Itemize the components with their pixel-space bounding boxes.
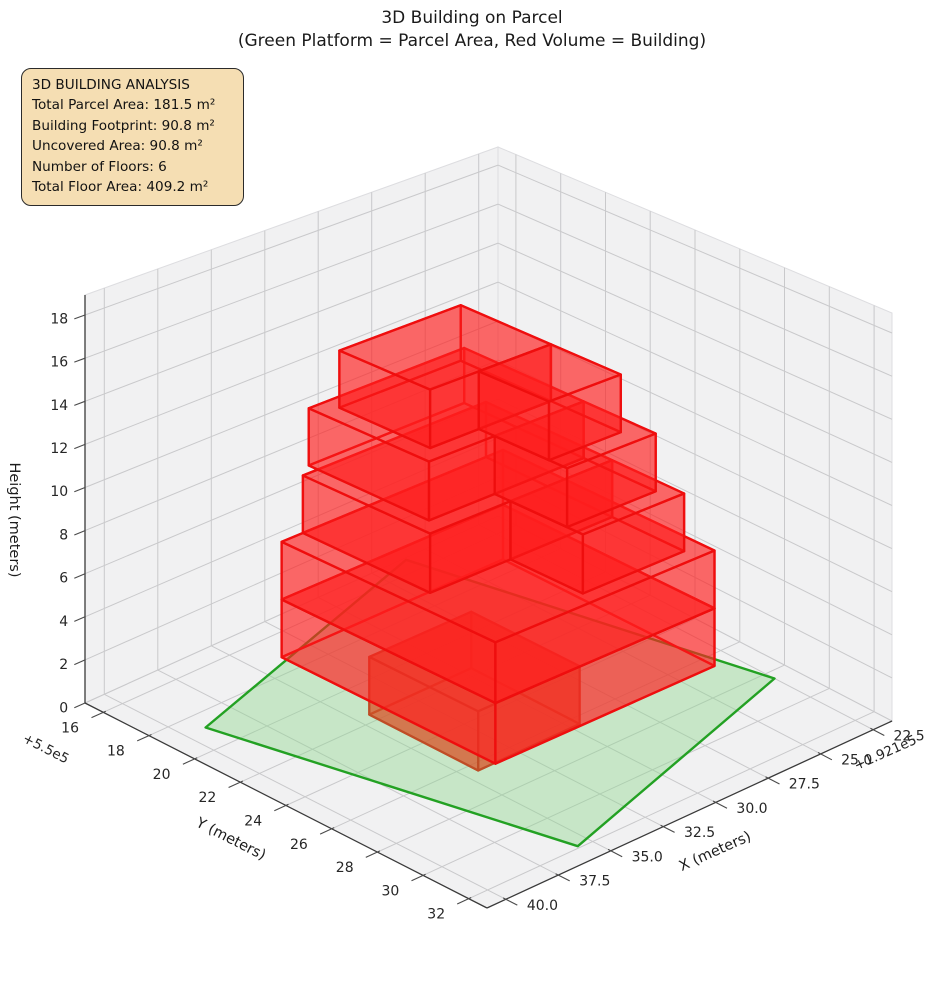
y-tick-label: 22 xyxy=(198,790,216,806)
x-tick-label: 32.5 xyxy=(684,825,715,841)
building-floor-box-f5 xyxy=(493,400,657,529)
x-tick-label: 22.5 xyxy=(894,728,925,744)
y-tick-label: 30 xyxy=(381,883,399,899)
x-tick-label: 30.0 xyxy=(736,801,767,817)
x-axis-line xyxy=(486,720,893,909)
tick-marks xyxy=(74,314,885,906)
box-face xyxy=(368,610,581,713)
building-floor-box-f6 xyxy=(477,343,622,462)
box-face xyxy=(338,304,553,391)
box-face xyxy=(477,343,622,403)
z-tick-label: 12 xyxy=(50,441,68,457)
building-floor-box-f3 xyxy=(280,448,716,705)
z-tick-label: 18 xyxy=(50,311,68,327)
z-tick-label: 10 xyxy=(50,484,68,500)
chart-title: 3D Building on Parcel xyxy=(381,8,563,28)
building-floor-box-f6 xyxy=(338,304,553,450)
x-tick-label: 25.0 xyxy=(841,753,872,769)
info-box-title: 3D BUILDING ANALYSIS xyxy=(32,77,190,93)
y-tick-label: 24 xyxy=(244,814,262,830)
y-tick-label: 26 xyxy=(290,837,308,853)
tick-labels: 40.037.535.032.530.027.525.022.516182022… xyxy=(50,311,924,922)
chart-subtitle: (Green Platform = Parcel Area, Red Volum… xyxy=(237,31,707,51)
z-tick-label: 8 xyxy=(59,527,68,543)
z-tick-label: 14 xyxy=(50,398,68,414)
z-tick-label: 2 xyxy=(59,657,68,673)
z-axis-label: Height (meters) xyxy=(6,462,22,577)
x-tick-label: 40.0 xyxy=(527,898,558,914)
box-face xyxy=(307,346,585,463)
box-face xyxy=(493,400,657,470)
z-tick-label: 16 xyxy=(50,355,68,371)
building-volume xyxy=(280,304,716,772)
y-tick-label: 18 xyxy=(107,744,125,760)
info-parcel-area: Total Parcel Area: 181.5 m² xyxy=(32,97,216,114)
y-tick-label: 28 xyxy=(336,860,354,876)
x-tick-label: 27.5 xyxy=(789,777,820,793)
building-floor-box-f4 xyxy=(509,459,686,595)
z-tick-label: 0 xyxy=(59,700,68,716)
info-building-footprint: Building Footprint: 90.8 m² xyxy=(32,117,215,134)
info-total-floor-area: Total Floor Area: 409.2 m² xyxy=(32,179,209,196)
y-tick-label: 20 xyxy=(153,767,171,783)
y-tick-label: 16 xyxy=(61,720,79,736)
box-face xyxy=(509,459,686,536)
z-tick-label: 4 xyxy=(59,614,68,630)
info-uncovered-area: Uncovered Area: 90.8 m² xyxy=(32,138,203,155)
analysis-info-box: 3D BUILDING ANALYSIS Total Parcel Area: … xyxy=(21,68,244,207)
info-number-of-floors: Number of Floors: 6 xyxy=(32,158,167,175)
chart-title-block: 3D Building on Parcel (Green Platform = … xyxy=(0,7,944,53)
building-floor-box-f5 xyxy=(307,346,585,522)
x-tick-label: 37.5 xyxy=(579,874,610,890)
x-tick-label: 35.0 xyxy=(632,849,663,865)
y-tick-label: 32 xyxy=(427,907,445,923)
z-tick-label: 6 xyxy=(59,571,68,587)
